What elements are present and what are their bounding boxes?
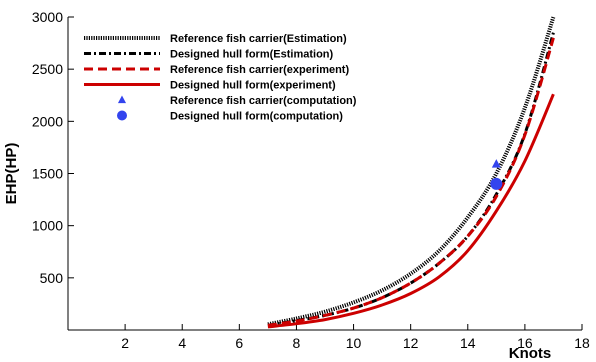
legend-label-5: Reference fish carrier(computation)	[170, 95, 357, 107]
x-tick-label: 8	[293, 335, 301, 351]
x-tick-label: 4	[178, 335, 186, 351]
y-axis-title: EHP(HP)	[3, 143, 20, 205]
legend-label-6: Designed hull form(computation)	[170, 111, 343, 123]
x-tick-label: 16	[517, 335, 533, 351]
y-tick-label: 1000	[32, 218, 63, 234]
series-line-2	[267, 32, 555, 327]
data-point-5	[491, 159, 501, 168]
legend-label-2: Designed hull form(Estimation)	[170, 49, 334, 61]
x-tick-label: 14	[460, 335, 476, 351]
x-axis-title: Knots	[509, 345, 552, 362]
legend-swatch-5	[117, 95, 127, 104]
plot-area: 2 4 6 8 10 12 14 16 18 500 1000 1500 2000 2500 3000	[32, 9, 590, 351]
x-tick-label: 2	[121, 335, 129, 351]
y-tick-label: 500	[40, 270, 64, 286]
x-tick-label: 12	[403, 335, 419, 351]
x-tick-label: 10	[346, 335, 362, 351]
axis-ticks: 2 4 6 8 10 12 14 16 18 500 1000 1500 2000 2500 3000	[32, 9, 590, 351]
x-tick-label: 18	[574, 335, 590, 351]
y-tick-label: 3000	[32, 9, 63, 25]
legend-swatch-6	[117, 110, 127, 121]
series-layer	[267, 16, 556, 329]
legend-label-1: Reference fish carrier(Estimation)	[170, 33, 347, 45]
y-tick-label: 2000	[32, 113, 63, 129]
x-tick-label: 6	[235, 335, 243, 351]
legend: Reference fish carrier(Estimation) Design…	[84, 33, 357, 123]
y-tick-label: 2500	[32, 61, 63, 77]
legend-label-4: Designed hull form(experiment)	[170, 80, 336, 92]
series-line-4	[267, 93, 555, 329]
series-line-3	[267, 37, 555, 327]
legend-label-3: Reference fish carrier(experiment)	[170, 64, 349, 76]
data-point-6	[490, 177, 503, 190]
y-tick-label: 1500	[32, 166, 63, 182]
